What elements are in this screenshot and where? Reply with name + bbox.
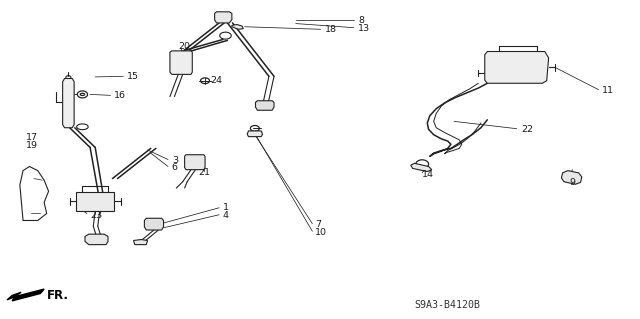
Text: 17: 17 — [26, 133, 38, 142]
Text: 24: 24 — [210, 76, 222, 85]
Text: 22: 22 — [521, 125, 533, 134]
Text: 9: 9 — [569, 178, 575, 187]
Text: 16: 16 — [115, 92, 126, 100]
Polygon shape — [76, 192, 115, 211]
Text: 14: 14 — [422, 170, 434, 179]
Text: 13: 13 — [358, 24, 371, 33]
Polygon shape — [232, 25, 243, 29]
Text: 3: 3 — [172, 156, 178, 165]
Polygon shape — [7, 292, 21, 300]
Polygon shape — [12, 289, 44, 301]
Text: 19: 19 — [26, 141, 38, 150]
Text: 7: 7 — [315, 220, 321, 229]
Text: 18: 18 — [325, 26, 337, 34]
Text: 15: 15 — [127, 72, 139, 81]
Polygon shape — [255, 101, 274, 110]
Text: 4: 4 — [223, 211, 229, 219]
Polygon shape — [214, 12, 232, 23]
Text: 6: 6 — [172, 163, 178, 172]
Text: 10: 10 — [315, 228, 327, 237]
Polygon shape — [411, 163, 432, 172]
Text: 20: 20 — [178, 42, 190, 51]
Text: S9A3-B4120B: S9A3-B4120B — [415, 300, 481, 310]
Text: 11: 11 — [602, 86, 614, 95]
Text: 23: 23 — [90, 211, 102, 219]
Polygon shape — [85, 234, 108, 245]
Text: 21: 21 — [198, 168, 211, 177]
Text: 8: 8 — [358, 16, 364, 25]
Polygon shape — [170, 51, 192, 74]
Polygon shape — [561, 171, 582, 184]
Polygon shape — [484, 51, 548, 83]
Polygon shape — [247, 131, 262, 137]
Polygon shape — [145, 218, 164, 230]
Polygon shape — [134, 240, 148, 245]
Polygon shape — [184, 155, 205, 170]
Text: FR.: FR. — [47, 289, 68, 302]
Polygon shape — [63, 78, 74, 128]
Text: 1: 1 — [223, 203, 229, 212]
